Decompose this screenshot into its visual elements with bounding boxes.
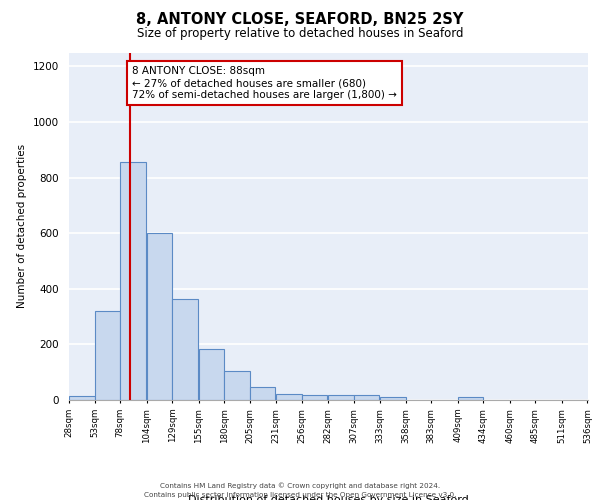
Text: 8 ANTONY CLOSE: 88sqm
← 27% of detached houses are smaller (680)
72% of semi-det: 8 ANTONY CLOSE: 88sqm ← 27% of detached … (132, 66, 397, 100)
Text: Size of property relative to detached houses in Seaford: Size of property relative to detached ho… (137, 28, 463, 40)
Bar (69, 396, 95, 400)
X-axis label: Distribution of detached houses by size in Seaford: Distribution of detached houses by size … (188, 496, 469, 500)
Bar (276, 394, 302, 400)
Y-axis label: Number of detached properties: Number of detached properties (17, 144, 28, 308)
Bar (224, 372, 250, 400)
Bar (458, 396, 484, 400)
Bar (120, 162, 146, 400)
Bar (354, 396, 379, 400)
Bar (146, 233, 172, 400)
Bar (199, 348, 224, 400)
Text: Contains HM Land Registry data © Crown copyright and database right 2024.
Contai: Contains HM Land Registry data © Crown c… (144, 482, 456, 498)
Bar (172, 298, 197, 400)
Bar (95, 311, 120, 400)
Bar (250, 386, 275, 400)
Bar (328, 396, 354, 400)
Text: 8, ANTONY CLOSE, SEAFORD, BN25 2SY: 8, ANTONY CLOSE, SEAFORD, BN25 2SY (136, 12, 464, 28)
Bar (380, 397, 406, 400)
Bar (302, 396, 327, 400)
